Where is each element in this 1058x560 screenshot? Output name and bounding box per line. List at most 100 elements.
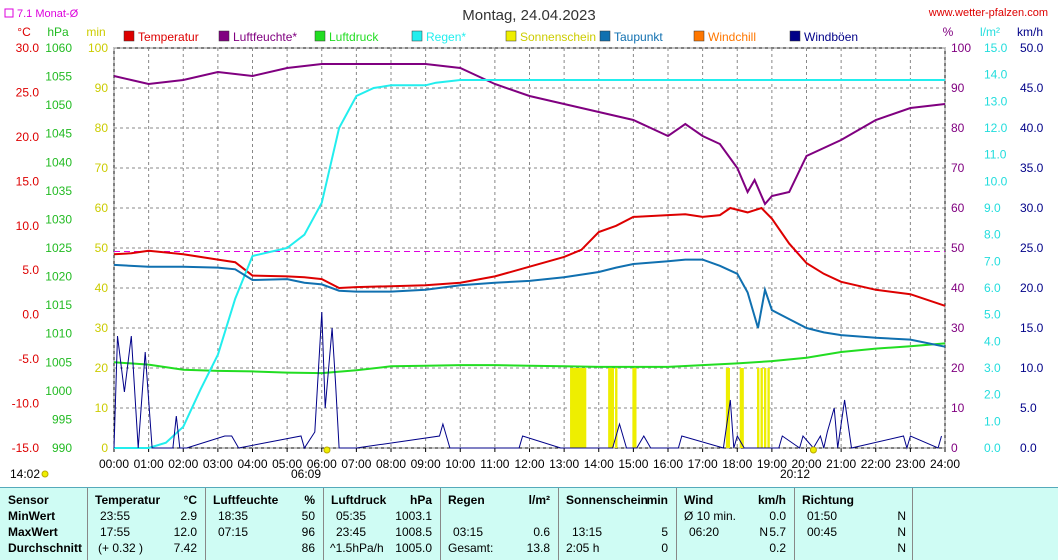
sun-axis-tick-label: 10 [95,401,109,415]
pressure-axis-tick-label: 1010 [45,327,72,341]
wind-axis-tick-label: 0.0 [1020,441,1037,455]
humidity-axis-tick-label: 0 [951,441,958,455]
pressure-axis-tick-label: 1040 [45,155,72,169]
x-tick-label: 03:00 [203,457,233,471]
rain-axis-tick-label: 15.0 [984,41,1008,55]
x-tick-label: 21:00 [826,457,856,471]
sun-axis-tick-label: 30 [95,321,109,335]
x-tick-label: 11:00 [480,457,509,471]
x-tick-label: 05:00 [272,457,302,471]
temp-axis-tick-label: 20.0 [16,130,40,144]
legend-swatch [123,30,135,42]
current-time-label: 14:02 [10,467,40,481]
series-line-taupunkt [113,258,946,348]
humidity-max: 96 [301,525,315,539]
series-line-temperatur [113,206,946,307]
site-link[interactable]: www.wetter-pfalzen.com [928,7,1048,19]
wind-axis-tick-label: 10.0 [1020,361,1044,375]
wind-max-dir: N [759,525,768,539]
legend-swatch [789,30,801,42]
pressure-axis-tick-label: 1035 [45,184,72,198]
temp-axis-tick-label: 10.0 [16,219,40,233]
rain-axis-tick-label: 11.0 [984,148,1007,162]
rain-avg: 13.8 [526,541,550,555]
wind-axis-tick-label: 40.0 [1020,121,1044,135]
rain-axis-tick-label: 7.0 [984,254,1001,268]
rain-axis-tick-label: 5.0 [984,308,1001,322]
weather-chart: 00:00 01:00 02:00 03:00 04:00 05:00 06:00 07:00… [4,7,1048,481]
pressure-avg: 1005.0 [395,541,432,555]
x-tick-label: 07:00 [341,457,371,471]
series-line-luftdruck [113,342,946,375]
wind-axis-tick-label: 30.0 [1020,201,1044,215]
x-tick-label: 14:00 [584,457,614,471]
sun-axis-tick-label: 60 [95,201,109,215]
temperature-min-time: 23:55 [100,509,131,523]
statistics-table: Sensor MinWert MaxWert Durchschnitt Temp… [0,487,1058,560]
sun-axis-tick-label: 80 [95,121,109,135]
sunshine-bar [739,368,743,448]
sunshine-bar [634,368,637,448]
x-tick-label: 24:00 [930,457,960,471]
temperature-avg-note: (+ 0.32 ) [98,541,144,555]
legend-label: Windböen [804,30,858,44]
rain-axis-tick-label: 4.0 [984,334,1001,348]
pressure-max: 1008.5 [395,525,432,539]
temperature-unit: °C [183,493,197,507]
temperature-avg: 7.42 [173,541,197,555]
pressure-axis-tick-label: 1050 [45,98,72,112]
col-wind: Wind km/h Ø 10 min. 0.0 06:20 N 5.7 0.2 [677,488,795,560]
x-tick-label: 01:00 [134,457,164,471]
legend-label: Windchill [708,30,756,44]
humidity-axis-unit: % [943,25,954,39]
temp-axis-unit: °C [17,25,31,39]
pressure-axis-tick-label: 1060 [45,41,72,55]
pressure-axis-tick-label: 1055 [45,70,72,84]
wind-axis-tick-label: 15.0 [1020,321,1044,335]
wind-min: 0.0 [769,509,786,523]
temp-axis-tick-label: 15.0 [16,174,40,188]
sunshine-avg: 0 [661,541,668,555]
sunshine-bar [580,368,583,448]
direction-header: Richtung [802,493,854,507]
col-pressure: Luftdruck hPa 05:35 1003.1 23:45 1008.5 … [324,488,441,560]
sunshine-bar [763,368,767,448]
humidity-min-time: 18:35 [218,509,249,523]
humidity-axis-tick-label: 20 [951,361,965,375]
legend-swatch [693,30,705,42]
sunshine-bar [570,368,573,448]
temp-axis-tick-label: 0.0 [22,308,39,322]
wind-axis-tick-label: 5.0 [1020,401,1037,415]
pressure-axis-unit: hPa [47,25,69,39]
humidity-axis-tick-label: 100 [951,41,971,55]
wind-axis-tick-label: 45.0 [1020,81,1044,95]
rain-axis-tick-label: 8.0 [984,228,1001,242]
sunshine-bar [757,368,760,448]
humidity-axis-tick-label: 80 [951,121,965,135]
x-tick-label: 04:00 [237,457,267,471]
legend-swatch [505,30,517,42]
temp-axis-tick-label: 30.0 [16,41,40,55]
pressure-axis-tick-label: 1025 [45,241,72,255]
temp-axis-tick-label: -15.0 [12,441,40,455]
rain-max: 0.6 [533,525,550,539]
monthly-average-label: 7.1 Monat-Ø [17,8,79,20]
temperature-max: 12.0 [173,525,197,539]
rain-unit: l/m² [528,493,550,507]
sunshine-bar [615,368,618,448]
legend-label: Temperatur [138,30,199,44]
wind-unit: km/h [757,493,786,507]
pressure-max-time: 23:45 [336,525,367,539]
rain-axis-tick-label: 14.0 [984,68,1008,82]
pressure-axis-tick-label: 995 [52,412,72,426]
pressure-axis-tick-label: 1045 [45,127,72,141]
monthly-average-marker-icon [4,8,14,18]
wind-axis-unit: km/h [1017,25,1043,39]
sunshine-bar [578,368,582,448]
pressure-axis-tick-label: 1020 [45,270,72,284]
direction-min-time: 01:50 [807,509,838,523]
col-rain: Regen l/m² 03:15 0.6 Gesamt: 13.8 [441,488,559,560]
legend-label: Luftfeuchte* [233,30,297,44]
sunshine-max: 5 [661,525,668,539]
sunshine-bar [582,368,585,448]
